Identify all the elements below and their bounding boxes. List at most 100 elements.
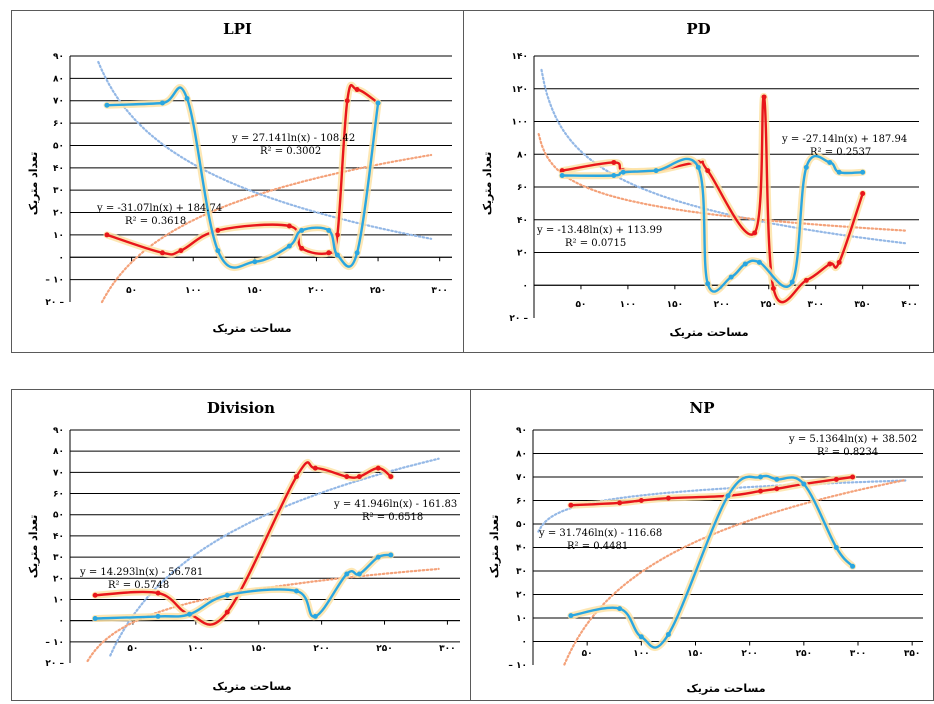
- data-point: [728, 274, 734, 280]
- x-tick-label: ۱۰۰: [620, 300, 636, 310]
- data-point: [159, 250, 165, 256]
- chart-title: NP: [689, 399, 715, 417]
- chart-title: Division: [206, 399, 276, 417]
- data-point: [326, 227, 332, 233]
- x-axis-label: مساحت متریک: [212, 322, 292, 335]
- data-point: [354, 87, 360, 93]
- data-point: [638, 498, 644, 503]
- x-tick-label: ۱۵۰: [687, 649, 703, 659]
- data-point: [827, 261, 833, 267]
- x-tick-label: ۳۰۰: [807, 300, 823, 310]
- x-tick-label: ۱۵۰: [250, 644, 266, 654]
- x-tick-label: ۲۰۰: [313, 644, 329, 654]
- trendline-r2: R² = 0.3002: [260, 146, 321, 157]
- trendline-r2: R² = 0.8234: [817, 447, 878, 458]
- y-tick-label: ۹۰: [53, 426, 64, 436]
- y-tick-label: ۹۰: [53, 52, 64, 62]
- data-point: [705, 168, 711, 174]
- data-point: [761, 94, 767, 100]
- chart-title: LPI: [223, 20, 252, 38]
- x-axis-label: مساحت متریک: [212, 680, 292, 693]
- data-point: [286, 223, 292, 229]
- data-point: [833, 545, 839, 550]
- y-tick-label: ۱۰۰: [512, 118, 528, 128]
- data-point: [559, 168, 565, 174]
- trendline-r2: R² = 0.0715: [565, 238, 626, 249]
- pd-plot: ۲۰ – ۰ ۲۰ ۴۰ ۶۰ ۸۰ ۱۰۰ ۱۲۰ ۱۴۰ ۵۰ ۱۰۰ ۱۵۰ ۲۰۰ ۲۵۰ ۳۰۰ ۳…: [509, 52, 919, 324]
- y-tick-label: ۹۰: [516, 426, 527, 436]
- x-tick-label: ۵۰: [127, 644, 138, 654]
- data-point: [312, 465, 318, 471]
- trendline-equation: y = 5.1364ln(x) + 38.502: [788, 434, 917, 445]
- y-tick-label: ۱۴۰: [512, 52, 528, 62]
- x-tick-label: ۲۵۰: [376, 644, 392, 654]
- x-tick-label: ۵۰: [582, 649, 593, 659]
- y-tick-label: ۸۰: [517, 150, 528, 160]
- data-point: [354, 250, 360, 256]
- y-tick-label: – ۱۰: [45, 638, 64, 648]
- y-tick-label: ۸۰: [53, 74, 64, 84]
- data-point: [155, 613, 161, 619]
- data-point: [184, 95, 190, 101]
- y-tick-label: – ۱۰: [45, 276, 64, 286]
- y-tick-label: ۲۰ –: [509, 314, 528, 324]
- data-point: [155, 590, 161, 596]
- x-tick-label: ۳۵۰: [904, 649, 920, 659]
- data-point: [620, 169, 626, 175]
- y-tick-label: ۴۰: [53, 532, 64, 542]
- np-chart-panel: NP تعداد متریک مساحت متریک – ۱۰ ۰ ۱۰ ۲۰ ۳۰ ۴۰…: [470, 389, 934, 701]
- x-tick-label: ۱۵۰: [247, 286, 263, 296]
- x-tick-label: ۴۰۰: [901, 300, 917, 310]
- data-point: [334, 252, 340, 258]
- trendline-equation: y = 41.946ln(x) - 161.83: [333, 499, 457, 510]
- data-point: [789, 279, 795, 285]
- data-point: [356, 571, 362, 577]
- data-point: [801, 481, 807, 487]
- y-tick-label: ۲۰ –: [45, 659, 64, 669]
- data-point: [752, 230, 758, 236]
- data-point: [334, 232, 340, 238]
- y-tick-label: ۶۰: [517, 183, 528, 193]
- y-tick-label: ۳۰: [516, 567, 527, 577]
- trendline: [540, 68, 906, 245]
- data-point: [104, 102, 110, 108]
- y-tick-label: ۶۰: [53, 119, 64, 129]
- np-plot: – ۱۰ ۰ ۱۰ ۲۰ ۳۰ ۴۰ ۵۰ ۶۰ ۷۰ ۸۰ ۹۰ ۵۰ ۱۰۰ ۱۵۰ ۲۰۰ ۲۵۰ ۳۰۰…: [508, 426, 923, 671]
- y-tick-label: ۱۰: [53, 595, 64, 605]
- y-tick-label: ۲۰: [53, 574, 64, 584]
- x-tick-label: ۲۰۰: [308, 286, 324, 296]
- y-tick-label: ۱۰: [516, 614, 527, 624]
- data-point: [770, 286, 776, 292]
- data-point: [326, 250, 332, 256]
- data-point: [215, 227, 221, 233]
- data-point: [850, 474, 856, 480]
- data-point: [774, 476, 780, 482]
- y-tick-label: ۸۰: [53, 447, 64, 457]
- data-point: [695, 164, 701, 170]
- data-point: [299, 245, 305, 251]
- trendline-r2: R² = 0.4481: [567, 541, 628, 552]
- x-tick-label: ۵۰: [575, 300, 586, 310]
- data-point: [803, 277, 809, 283]
- data-point: [388, 552, 394, 558]
- x-tick-label: ۲۵۰: [761, 300, 777, 310]
- data-point: [611, 173, 617, 179]
- data-point: [215, 248, 221, 254]
- x-tick-label: ۱۰۰: [633, 649, 649, 659]
- y-tick-label: ۳۰: [53, 553, 64, 563]
- trendline-r2: R² = 0.6518: [362, 512, 423, 523]
- data-point: [611, 159, 617, 165]
- y-tick-label: ۰: [522, 638, 528, 648]
- data-point: [568, 613, 574, 619]
- data-point: [653, 168, 659, 174]
- data-point: [774, 486, 780, 492]
- y-tick-label: ۲۰: [516, 591, 527, 601]
- x-tick-label: ۱۵۰: [667, 300, 683, 310]
- data-point: [92, 616, 98, 622]
- data-point: [388, 474, 394, 480]
- y-tick-label: ۴۰: [516, 544, 527, 554]
- data-point: [224, 592, 230, 598]
- x-tick-label: ۳۵۰: [854, 300, 870, 310]
- y-tick-label: ۱۲۰: [512, 85, 528, 95]
- trendline-r2: R² = 0.2537: [810, 147, 871, 158]
